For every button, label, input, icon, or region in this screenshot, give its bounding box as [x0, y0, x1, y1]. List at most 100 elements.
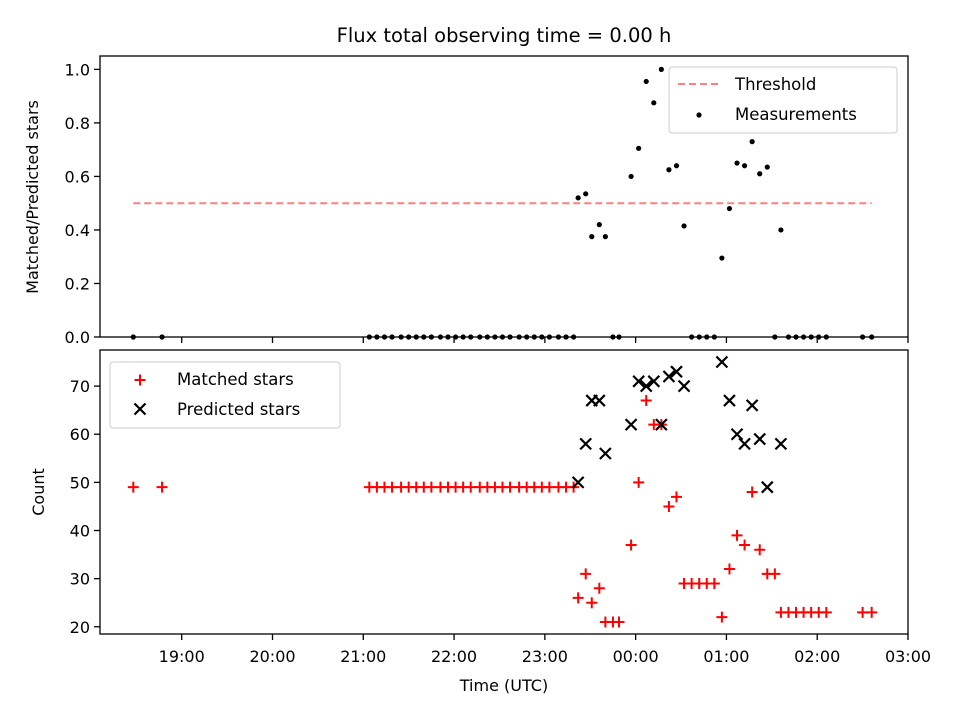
top-y-tick-label: 1.0 [65, 60, 90, 79]
legend-predicted-label: Predicted stars [177, 400, 300, 419]
measurement-point [413, 334, 419, 340]
top-y-tick-label: 0.4 [65, 221, 90, 240]
measurement-point [800, 334, 807, 340]
matched-star-point [746, 486, 758, 498]
top-legend-box [668, 66, 898, 134]
x-axis-label: Time (UTC) [459, 676, 548, 695]
measurement-point [539, 334, 545, 340]
legend-measurements-label: Measurements [735, 105, 857, 124]
predicted-star-point [599, 447, 612, 460]
x-tick-label: 19:00 [159, 647, 205, 666]
bottom-y-tick-label: 60 [70, 425, 90, 444]
measurement-point [778, 227, 784, 233]
measurement-point [666, 167, 672, 173]
measurement-point [711, 334, 717, 340]
matched-star-point [708, 577, 720, 589]
x-tick-label: 00:00 [613, 647, 659, 666]
matched-star-point [640, 395, 652, 407]
measurement-point [757, 171, 763, 177]
measurement-point [869, 334, 875, 340]
measurement-point [468, 334, 474, 340]
matched-star-point [572, 592, 584, 604]
measurement-point [741, 163, 748, 169]
measurement-point [583, 191, 589, 197]
matched-stars-points [127, 395, 878, 628]
measurement-point [816, 334, 822, 340]
matched-star-point [580, 568, 592, 580]
predicted-star-point [730, 427, 744, 441]
x-tick-label: 03:00 [885, 647, 931, 666]
predicted-star-point [647, 375, 661, 388]
measurement-points [130, 66, 875, 340]
measurement-point [785, 334, 792, 340]
measurement-point [719, 255, 725, 261]
measurement-point [492, 334, 498, 340]
legend-predicted-marker [133, 402, 147, 416]
measurement-point [374, 334, 380, 340]
top-y-axis: 0.0 0.2 0.4 0.6 0.8 1.0 [65, 60, 100, 347]
measurement-point [428, 334, 434, 340]
matched-star-point [663, 500, 675, 512]
measurement-point [516, 334, 522, 340]
bottom-x-axis: 19:00 20:00 21:00 22:00 23:00 00:00 01:00 02:00… [159, 634, 931, 666]
measurement-point [673, 163, 680, 169]
measurement-point [452, 334, 459, 340]
predicted-star-point [639, 379, 653, 393]
measurement-point [793, 334, 799, 340]
predicted-star-point [745, 399, 759, 412]
measurement-point [437, 334, 444, 340]
measurement-point [689, 334, 695, 340]
bottom-axes-frame [99, 349, 909, 635]
matched-star-point [739, 539, 751, 551]
predicted-star-point [662, 370, 676, 383]
measurement-point [636, 145, 642, 151]
matched-star-point [769, 568, 781, 580]
matched-star-point [716, 611, 728, 623]
measurement-point [643, 78, 649, 85]
matched-star-point [613, 616, 625, 628]
measurement-point [159, 334, 165, 340]
predicted-star-point [593, 394, 606, 407]
legend-predicted-swatch [133, 402, 147, 416]
predicted-stars-points [571, 355, 788, 494]
predicted-star-point [624, 418, 638, 431]
measurement-point [658, 66, 664, 72]
measurement-point [531, 334, 537, 340]
matched-star-point [156, 481, 168, 493]
matched-star-point [820, 606, 832, 618]
measurement-point [596, 222, 602, 228]
x-tick-label: 01:00 [703, 647, 749, 666]
measurement-point [823, 334, 829, 340]
predicted-star-point [670, 365, 683, 378]
matched-star-point [593, 582, 605, 594]
measurement-point [628, 173, 634, 180]
measurement-point [726, 205, 733, 212]
measurement-point [704, 334, 710, 340]
measurement-point [460, 334, 466, 340]
measurement-point [406, 334, 412, 340]
predicted-star-point [774, 437, 788, 451]
legend-matched-label: Matched stars [177, 370, 294, 389]
measurement-point [507, 334, 513, 340]
x-tick-label: 02:00 [794, 647, 840, 666]
predicted-star-point [715, 355, 729, 369]
bottom-y-tick-label: 50 [70, 473, 90, 492]
predicted-star-point [579, 437, 592, 451]
measurement-point [681, 223, 687, 229]
matched-star-point [754, 544, 766, 556]
measurement-point [749, 139, 755, 145]
measurement-point [602, 234, 608, 240]
matched-star-point [127, 481, 139, 493]
measurement-point [696, 334, 702, 340]
legend-matched-marker [134, 374, 146, 386]
measurement-point [366, 334, 372, 340]
top-y-tick-label: 0.0 [65, 328, 90, 347]
x-tick-label: 20:00 [249, 647, 295, 666]
predicted-star-point [632, 375, 645, 388]
bottom-legend: Matched stars Predicted stars [109, 361, 341, 429]
matched-star-point [633, 476, 645, 488]
matched-star-point [866, 606, 878, 618]
x-tick-label: 21:00 [340, 647, 386, 666]
top-legend: Threshold Measurements [668, 66, 898, 134]
matched-star-point [723, 563, 735, 575]
